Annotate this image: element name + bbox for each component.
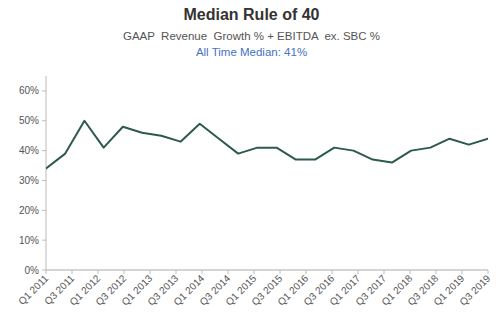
background [0,0,503,323]
x-tick [150,270,151,274]
plot-area [46,121,488,169]
y-tick-label: 30% [19,175,39,186]
x-tick [358,270,359,274]
x-tick [332,270,333,274]
x-tick [98,270,99,274]
x-tick [384,270,385,274]
x-tick [176,270,177,274]
x-axis-line [46,270,488,271]
x-tick [462,270,463,274]
y-axis-line [46,76,47,270]
y-tick [42,120,46,121]
x-tick [488,270,489,274]
x-tick [72,270,73,274]
line [46,121,488,169]
title: Median Rule of 40 [183,6,319,23]
x-tick [228,270,229,274]
y-tick-label: 10% [19,235,39,246]
y-tick-label: 40% [19,145,39,156]
x-tick [280,270,281,274]
x-tick [202,270,203,274]
x-tick [306,270,307,274]
y-tick [42,210,46,211]
subtitle: All Time Median: 41% [196,46,307,58]
x-tick [124,270,125,274]
subtitle: GAAP Revenue Growth % + EBITDA ex. SBC % [123,30,380,42]
y-tick-label: 50% [19,115,39,126]
y-tick [42,240,46,241]
y-tick [42,150,46,151]
x-tick-label: Q3 2019 [458,272,493,307]
y-tick [42,180,46,181]
x-tick [436,270,437,274]
chart: Median Rule of 40 GAAP Revenue Growth % +… [0,0,503,323]
y-tick [42,270,46,271]
x-tick [46,270,47,274]
y-tick [42,90,46,91]
x-tick [254,270,255,274]
x-tick [410,270,411,274]
y-tick-label: 20% [19,205,39,216]
y-tick-label: 0% [25,265,40,276]
y-tick-label: 60% [19,85,39,96]
